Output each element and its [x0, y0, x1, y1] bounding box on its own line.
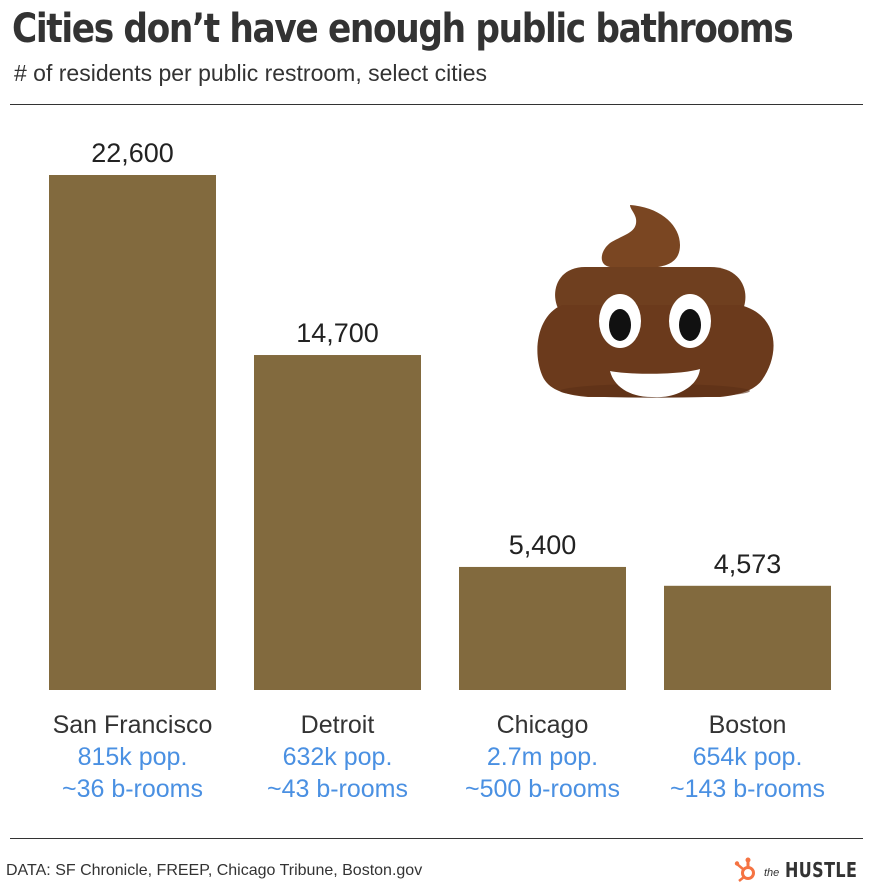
data-source: DATA: SF Chronicle, FREEP, Chicago Tribu…	[6, 862, 423, 879]
bathroom-count-label: ~43 b-rooms	[267, 775, 408, 803]
population-label: 815k pop.	[78, 743, 188, 771]
brand-name: HUSTLE	[785, 858, 858, 882]
poop-emoji	[537, 205, 774, 398]
population-label: 654k pop.	[693, 743, 803, 771]
bottom-divider	[10, 838, 863, 839]
category-label: Detroit	[301, 711, 375, 739]
top-divider	[10, 104, 863, 105]
bathroom-count-label: ~500 b-rooms	[465, 775, 620, 803]
value-label: 4,573	[714, 549, 782, 579]
brand-logo: the HUSTLE	[734, 856, 870, 884]
value-label: 5,400	[509, 530, 577, 560]
bathroom-count-label: ~36 b-rooms	[62, 775, 203, 803]
category-label: Boston	[709, 711, 787, 739]
bar-san-francisco	[49, 175, 216, 690]
value-label: 22,600	[91, 138, 174, 168]
bar-chicago	[459, 566, 626, 690]
hubspot-sprocket-icon	[734, 857, 755, 882]
chart-title: Cities don’t have enough public bathroom…	[12, 6, 794, 52]
bar-detroit	[254, 355, 421, 690]
bar-chart: 22,600 San Francisco 815k pop. ~36 b-rooms 1…	[49, 138, 831, 803]
brand-the: the	[764, 867, 780, 879]
poop-emoji-bottom	[537, 305, 774, 397]
population-label: 632k pop.	[283, 743, 393, 771]
poop-emoji-mouth	[610, 369, 700, 398]
category-label: San Francisco	[53, 711, 213, 739]
chart-subtitle: # of residents per public restroom, sele…	[14, 60, 487, 86]
bar-boston	[664, 585, 831, 690]
category-label: Chicago	[497, 711, 589, 739]
value-label: 14,700	[296, 318, 379, 348]
bathroom-count-label: ~143 b-rooms	[670, 775, 825, 803]
bars-layer: 22,600 San Francisco 815k pop. ~36 b-rooms 1…	[49, 138, 831, 803]
population-label: 2.7m pop.	[487, 743, 598, 771]
poop-emoji-tip	[601, 205, 680, 267]
